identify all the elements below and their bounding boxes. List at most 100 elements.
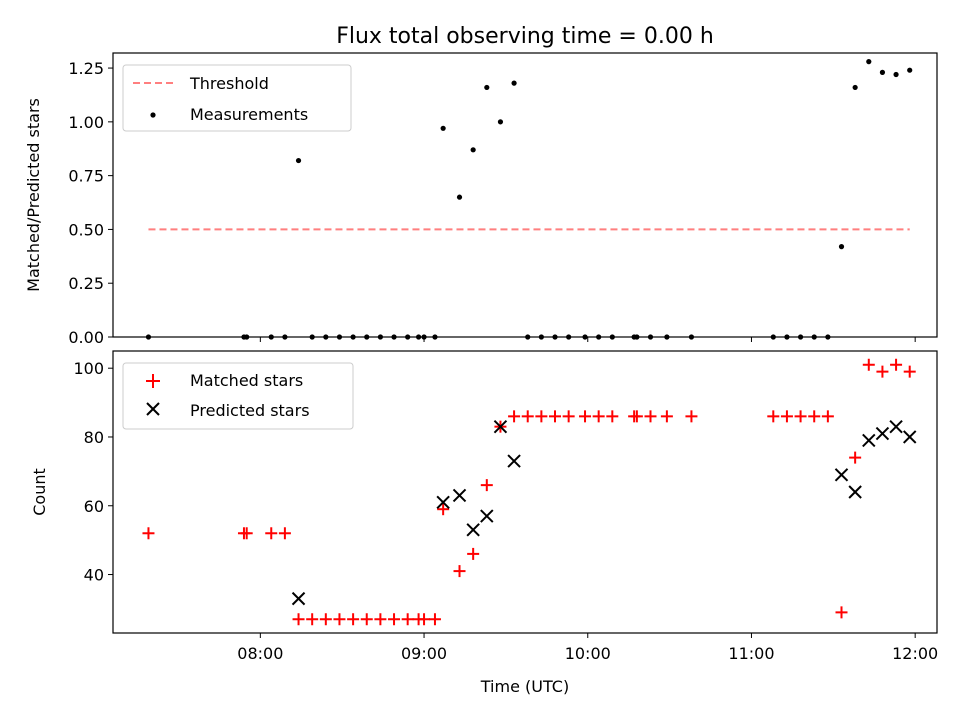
matched-star-point [535,410,548,423]
bottom-y-tick-label: 60 [84,497,104,516]
predicted-star-point [436,495,450,510]
legend-measurements-label: Measurements [190,105,308,124]
top-y-tick-label: 0.00 [68,328,104,347]
predicted-star-point [848,485,862,499]
predicted-star-point [291,591,306,606]
x-tick-label: 12:00 [892,644,938,663]
measurement-point [811,334,817,340]
measurement-point [511,80,517,86]
legend-matched-label: Matched stars [190,371,303,390]
measurement-point [893,71,899,78]
matched-star-point [862,358,875,371]
measurement-point [336,334,343,340]
legend-predicted-swatch [146,402,160,416]
measurement-point [309,334,315,340]
matched-star-point [794,410,807,423]
matched-star-point [374,613,387,626]
matched-star-point [347,613,360,626]
measurement-point [538,334,544,340]
x-tick-label: 09:00 [401,644,447,663]
measurement-point [688,334,695,340]
matched-star-point [549,410,562,423]
measurement-point [377,334,383,340]
matched-star-point [849,451,862,464]
measurement-point [145,334,152,340]
matched-star-point [660,410,673,423]
bottom-y-axis-label: Count [30,468,49,516]
predicted-star-point [889,419,903,434]
measurement-point [770,334,776,340]
matched-star-point [890,358,903,371]
bottom-legend: Matched stars Predicted stars [122,362,354,430]
matched-star-point [292,613,305,626]
top-y-axis-label: Matched/Predicted stars [24,98,43,292]
top-y-tick-label: 1.25 [68,59,104,78]
predicted-star-point [493,419,508,434]
measurement-point [470,147,476,153]
measurement-point [879,69,886,75]
matched-star-point [319,613,332,626]
bottom-legend-box [122,362,354,430]
measurement-point [866,59,872,65]
matched-star-point [240,527,253,540]
measurement-point [415,334,422,340]
matched-star-point [278,527,291,540]
matched-star-point [767,410,780,423]
predicted-star-point [903,430,917,444]
measurement-point [552,334,558,340]
measurement-point [295,157,302,164]
matched-star-point [606,410,619,423]
matched-star-point [508,410,521,423]
top-legend-box [122,64,352,132]
measurement-point [647,334,654,340]
top-y-tick-label: 0.50 [68,220,104,239]
measurement-point [364,334,370,340]
legend-predicted-label: Predicted stars [190,401,310,420]
matched-star-point [562,410,575,423]
measurement-point [838,244,845,250]
x-axis-label: Time (UTC) [480,677,569,696]
matched-star-point [630,410,643,423]
measurement-point [350,334,356,340]
bottom-y-tick-label: 40 [84,566,104,585]
measurement-point [421,334,427,340]
matched-star-point [360,613,373,626]
measurement-point [784,334,790,340]
measurement-point [391,334,397,340]
measurement-point [664,334,670,340]
measurement-point [566,334,572,340]
measurement-point [797,334,804,340]
matched-star-point [437,503,450,516]
bottom-panel-marks [142,358,917,626]
top-y-tick-label: 0.75 [68,167,104,186]
bottom-panel: 40 60 80 100 08:00 09:00 10:00 11:00 12:00 Count… [30,350,938,696]
top-panel-frame [112,52,938,338]
measurement-point [282,334,288,340]
predicted-star-point [834,468,849,482]
measurement-point [405,334,411,340]
measurement-point [609,334,615,340]
chart-title: Flux total observing time = 0.00 h [336,24,714,49]
predicted-star-point [452,488,467,503]
matched-star-point [453,565,466,578]
measurement-point [440,125,446,131]
measurement-point [484,84,490,91]
predicted-star-point [466,523,480,537]
measurement-point [825,334,831,340]
matched-star-point [521,410,534,423]
predicted-star-point [875,426,890,441]
measurement-point [852,84,858,91]
matched-star-point [388,613,401,626]
predicted-star-point [507,454,521,468]
measurement-point [596,334,602,340]
x-tick-label: 11:00 [728,644,774,663]
predicted-star-point [862,433,876,448]
bottom-panel-ticks: 40 60 80 100 08:00 09:00 10:00 11:00 12:00 [73,359,938,663]
predicted-star-point [480,509,494,523]
matched-star-point [644,410,657,423]
measurement-point [907,67,913,73]
measurement-point [268,334,274,340]
top-panel: 0.00 0.25 0.50 0.75 1.00 1.25 Matched/Predict… [24,52,938,347]
x-tick-label: 08:00 [237,644,283,663]
top-y-tick-label: 1.00 [68,113,104,132]
